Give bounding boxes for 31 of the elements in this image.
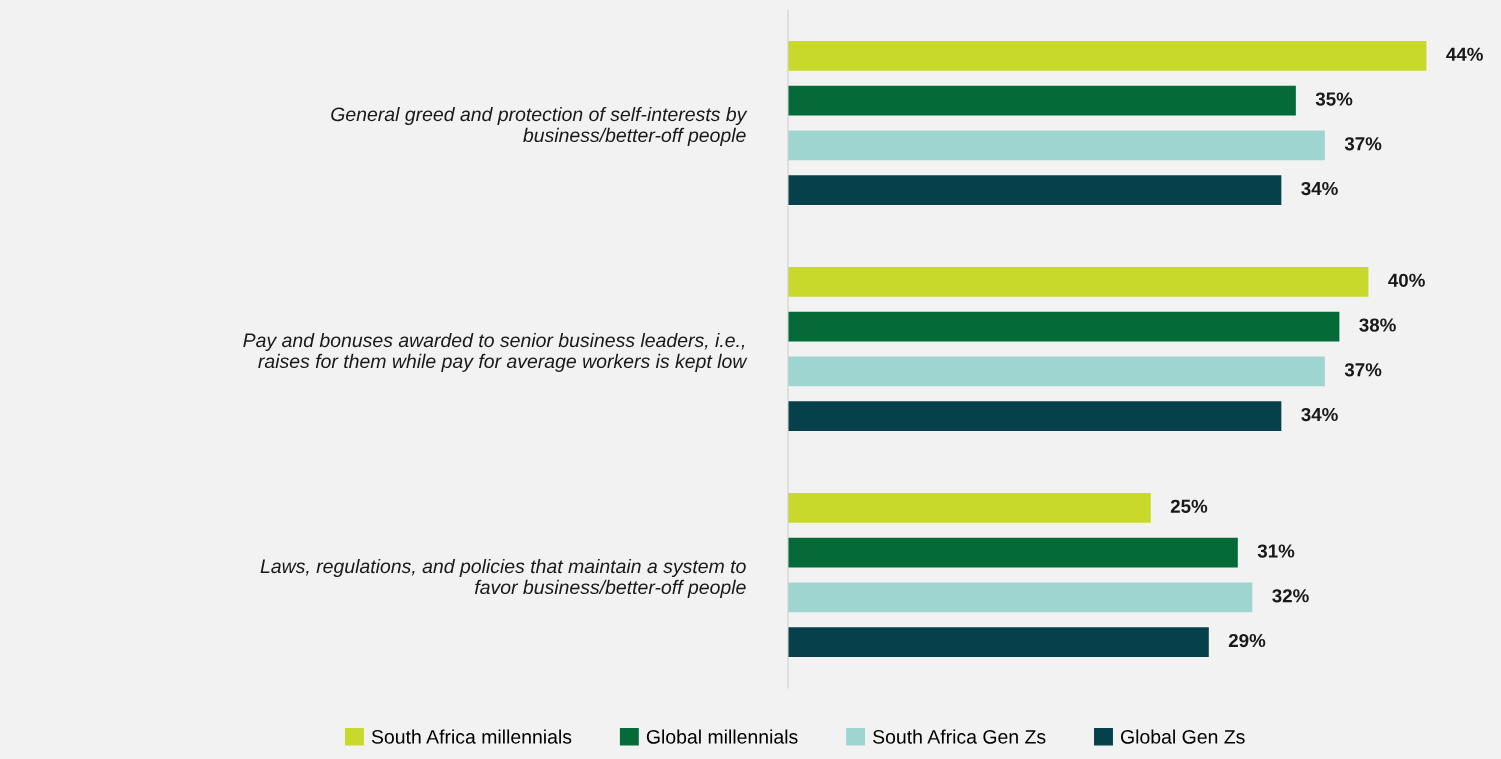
data-label: 29%: [1228, 633, 1266, 648]
y-tick-label: Pay and bonuses awarded to senior business leaders, i.e., raises for them while pay for average workers is kept low: [243, 332, 748, 372]
legend-label: Global millennials: [646, 729, 798, 744]
data-label: 37%: [1344, 363, 1382, 377]
data-label: 35%: [1315, 92, 1353, 106]
bar: [788, 266, 1369, 297]
data-label: 34%: [1301, 407, 1338, 422]
y-tick-label: General greed and protection of self-interests by business/better-off people: [331, 106, 748, 146]
data-label: 44%: [1446, 47, 1483, 61]
bar: [788, 85, 1296, 116]
legend-label: Global Gen Zs: [1121, 729, 1245, 744]
bar: [788, 175, 1282, 206]
data-label: 32%: [1272, 589, 1309, 603]
bar: [788, 401, 1282, 432]
bar: [788, 40, 1427, 71]
data-label: 25%: [1170, 499, 1208, 513]
bar: [788, 356, 1325, 387]
data-label: 37%: [1344, 137, 1382, 151]
data-label: 34%: [1301, 181, 1338, 196]
legend-label: South Africa millennials: [371, 729, 572, 744]
data-label: 40%: [1388, 273, 1425, 287]
legend-label: South Africa Gen Zs: [873, 729, 1046, 744]
bar: [788, 130, 1325, 161]
bar: [788, 582, 1253, 613]
data-label: 38%: [1359, 318, 1396, 332]
data-label: 31%: [1257, 544, 1295, 558]
bar: [788, 311, 1340, 342]
bar: [788, 627, 1209, 658]
y-tick-label: Laws, regulations, and policies that maintain a system to favor business/better-off people: [260, 558, 746, 598]
bar: [788, 537, 1238, 568]
bar: [788, 492, 1151, 523]
